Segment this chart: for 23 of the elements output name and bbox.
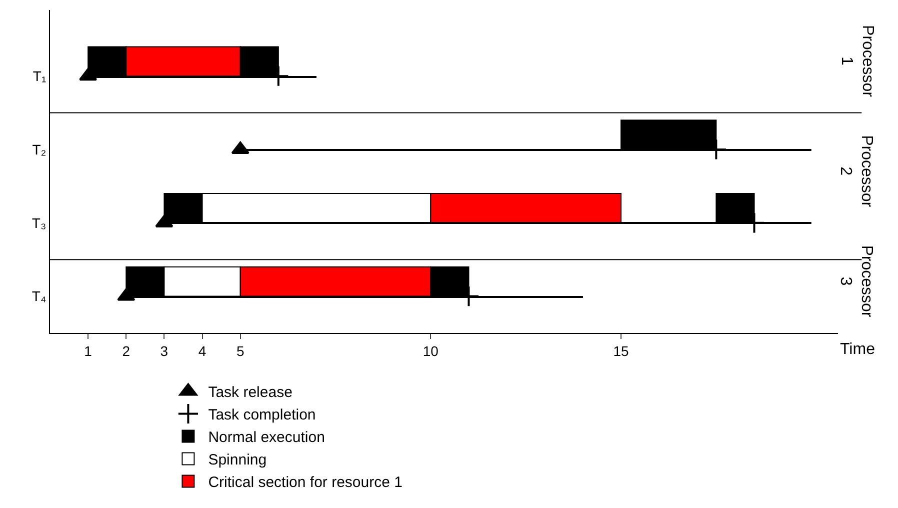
- point: [155, 214, 174, 228]
- annotation: Processor 1: [838, 24, 876, 98]
- x-tick-label: 5: [236, 342, 244, 359]
- legend-label: Normal execution: [208, 429, 325, 446]
- y-tick-label: T₁: [32, 68, 46, 84]
- legend-label: Critical section for resource 1: [208, 474, 402, 492]
- legend-label: Task release: [208, 384, 292, 402]
- y-tick-label: T₄: [32, 288, 46, 304]
- x-tick-label: 1: [84, 342, 92, 359]
- annotation: Processor 3: [837, 245, 876, 318]
- y-tick-label: T₃: [32, 214, 46, 231]
- x-tick-label: 2: [122, 342, 130, 359]
- x-axis-title: Time: [840, 341, 876, 358]
- x-tick-label: 15: [613, 342, 630, 359]
- x-tick-label: 4: [198, 342, 206, 359]
- annotation: Processor 2: [837, 135, 875, 208]
- point: [117, 288, 136, 301]
- y-tick-label: T₂: [32, 141, 46, 158]
- x-tick-label: 3: [160, 342, 168, 359]
- x-tick-label: 10: [422, 342, 439, 359]
- legend-label: Task completion: [208, 406, 316, 424]
- point: [231, 141, 250, 154]
- legend-label: Spinning: [208, 452, 267, 469]
